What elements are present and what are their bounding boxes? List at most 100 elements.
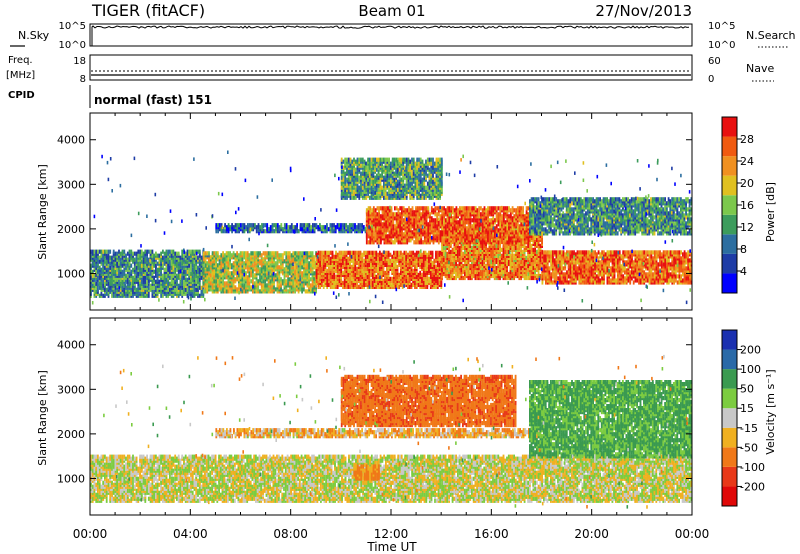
heatmap-cell: [155, 286, 157, 290]
heatmap-cell: [122, 250, 124, 254]
heatmap-cell: [176, 274, 178, 278]
heatmap-cell: [122, 256, 124, 260]
heatmap-cell: [219, 265, 221, 269]
heatmap-cell: [141, 260, 143, 264]
heatmap-cell: [169, 270, 171, 274]
heatmap-cell: [236, 251, 238, 255]
heatmap-cell: [275, 287, 277, 291]
heatmap-cell: [247, 251, 249, 255]
heatmap-cell: [226, 265, 228, 269]
heatmap-cell: [157, 274, 159, 278]
heatmap-cell: [144, 266, 146, 270]
heatmap-cell: [287, 277, 289, 281]
heatmap-cell: [152, 280, 154, 284]
heatmap-cell: [266, 261, 268, 265]
heatmap-cell: [289, 281, 291, 285]
heatmap-cell: [162, 294, 164, 298]
heatmap-cell: [294, 283, 296, 287]
heatmap-cell: [109, 256, 111, 260]
heatmap-cell: [188, 272, 190, 276]
heatmap-cell: [160, 252, 162, 256]
heatmap-cell: [160, 286, 162, 290]
heatmap-cell: [250, 285, 252, 289]
heatmap-cell: [188, 250, 190, 254]
heatmap-cell: [231, 287, 233, 291]
heatmap-cell: [245, 283, 247, 287]
heatmap-cell: [284, 259, 286, 263]
heatmap-cell: [123, 290, 125, 294]
heatmap-cell: [289, 277, 291, 281]
heatmap-cell: [268, 271, 270, 275]
heatmap-cell: [139, 250, 141, 254]
heatmap-cell: [155, 252, 157, 256]
heatmap-cell: [180, 282, 182, 286]
heatmap-cell: [252, 289, 254, 293]
noise-right-label: N.Search: [746, 29, 796, 42]
heatmap-cell: [120, 258, 122, 262]
freq-left-tick-bottom: 8: [80, 74, 86, 85]
freq-left-label-1: Freq.: [8, 55, 33, 66]
heatmap-cell: [141, 264, 143, 268]
heatmap-cell: [194, 286, 196, 290]
heatmap-cell: [277, 283, 279, 287]
heatmap-cell: [205, 273, 207, 277]
heatmap-cell: [137, 262, 139, 266]
heatmap-cell: [271, 289, 273, 293]
heatmap-cell: [136, 266, 138, 270]
heatmap-cell: [132, 288, 134, 292]
heatmap-cell: [187, 278, 189, 282]
heatmap-cell: [94, 282, 96, 286]
heatmap-cell: [259, 289, 261, 293]
cpid-value: normal (fast) 151: [94, 93, 212, 107]
heatmap-cell: [122, 270, 124, 274]
heatmap-cell: [220, 253, 222, 257]
heatmap-cell: [256, 251, 258, 255]
heatmap-cell: [199, 294, 201, 298]
heatmap-cell: [162, 250, 164, 254]
heatmap-cell: [164, 252, 166, 256]
heatmap-cell: [108, 254, 110, 258]
heatmap-cell: [118, 262, 120, 266]
heatmap-cell: [190, 264, 192, 268]
freq-panel-frame: [90, 55, 692, 80]
heatmap-cell: [224, 265, 226, 269]
heatmap-cell: [271, 277, 273, 281]
heatmap-cell: [101, 278, 103, 282]
heatmap-cell: [106, 288, 108, 292]
heatmap-cell: [287, 281, 289, 285]
heatmap-cell: [183, 254, 185, 258]
heatmap-cell: [235, 285, 237, 289]
heatmap-cell: [99, 286, 101, 290]
heatmap-cell: [174, 270, 176, 274]
heatmap-cell: [284, 251, 286, 255]
heatmap-cell: [287, 265, 289, 269]
heatmap-cell: [229, 271, 231, 275]
heatmap-cell: [257, 287, 259, 291]
heatmap-cell: [171, 250, 173, 254]
heatmap-cell: [294, 251, 296, 255]
heatmap-cell: [199, 278, 201, 282]
heatmap-cell: [213, 251, 215, 255]
heatmap-cell: [106, 254, 108, 258]
heatmap-cell: [192, 268, 194, 272]
heatmap-cell: [222, 279, 224, 283]
heatmap-cell: [185, 282, 187, 286]
heatmap-cell: [174, 252, 176, 256]
heatmap-cell: [275, 273, 277, 277]
heatmap-cell: [247, 269, 249, 273]
heatmap-cell: [178, 252, 180, 256]
heatmap-cell: [134, 258, 136, 262]
heatmap-cell: [160, 258, 162, 262]
heatmap-cell: [146, 250, 148, 254]
heatmap-cell: [194, 276, 196, 280]
freq-left-tick-top: 18: [73, 56, 86, 67]
heatmap-cell: [130, 292, 132, 296]
heatmap-cell: [180, 262, 182, 266]
heatmap-cell: [137, 250, 139, 254]
heatmap-cell: [243, 265, 245, 269]
heatmap-cell: [150, 250, 152, 254]
heatmap-cell: [263, 251, 265, 255]
heatmap-cell: [277, 271, 279, 275]
heatmap-cell: [188, 288, 190, 292]
heatmap-cell: [240, 251, 242, 255]
